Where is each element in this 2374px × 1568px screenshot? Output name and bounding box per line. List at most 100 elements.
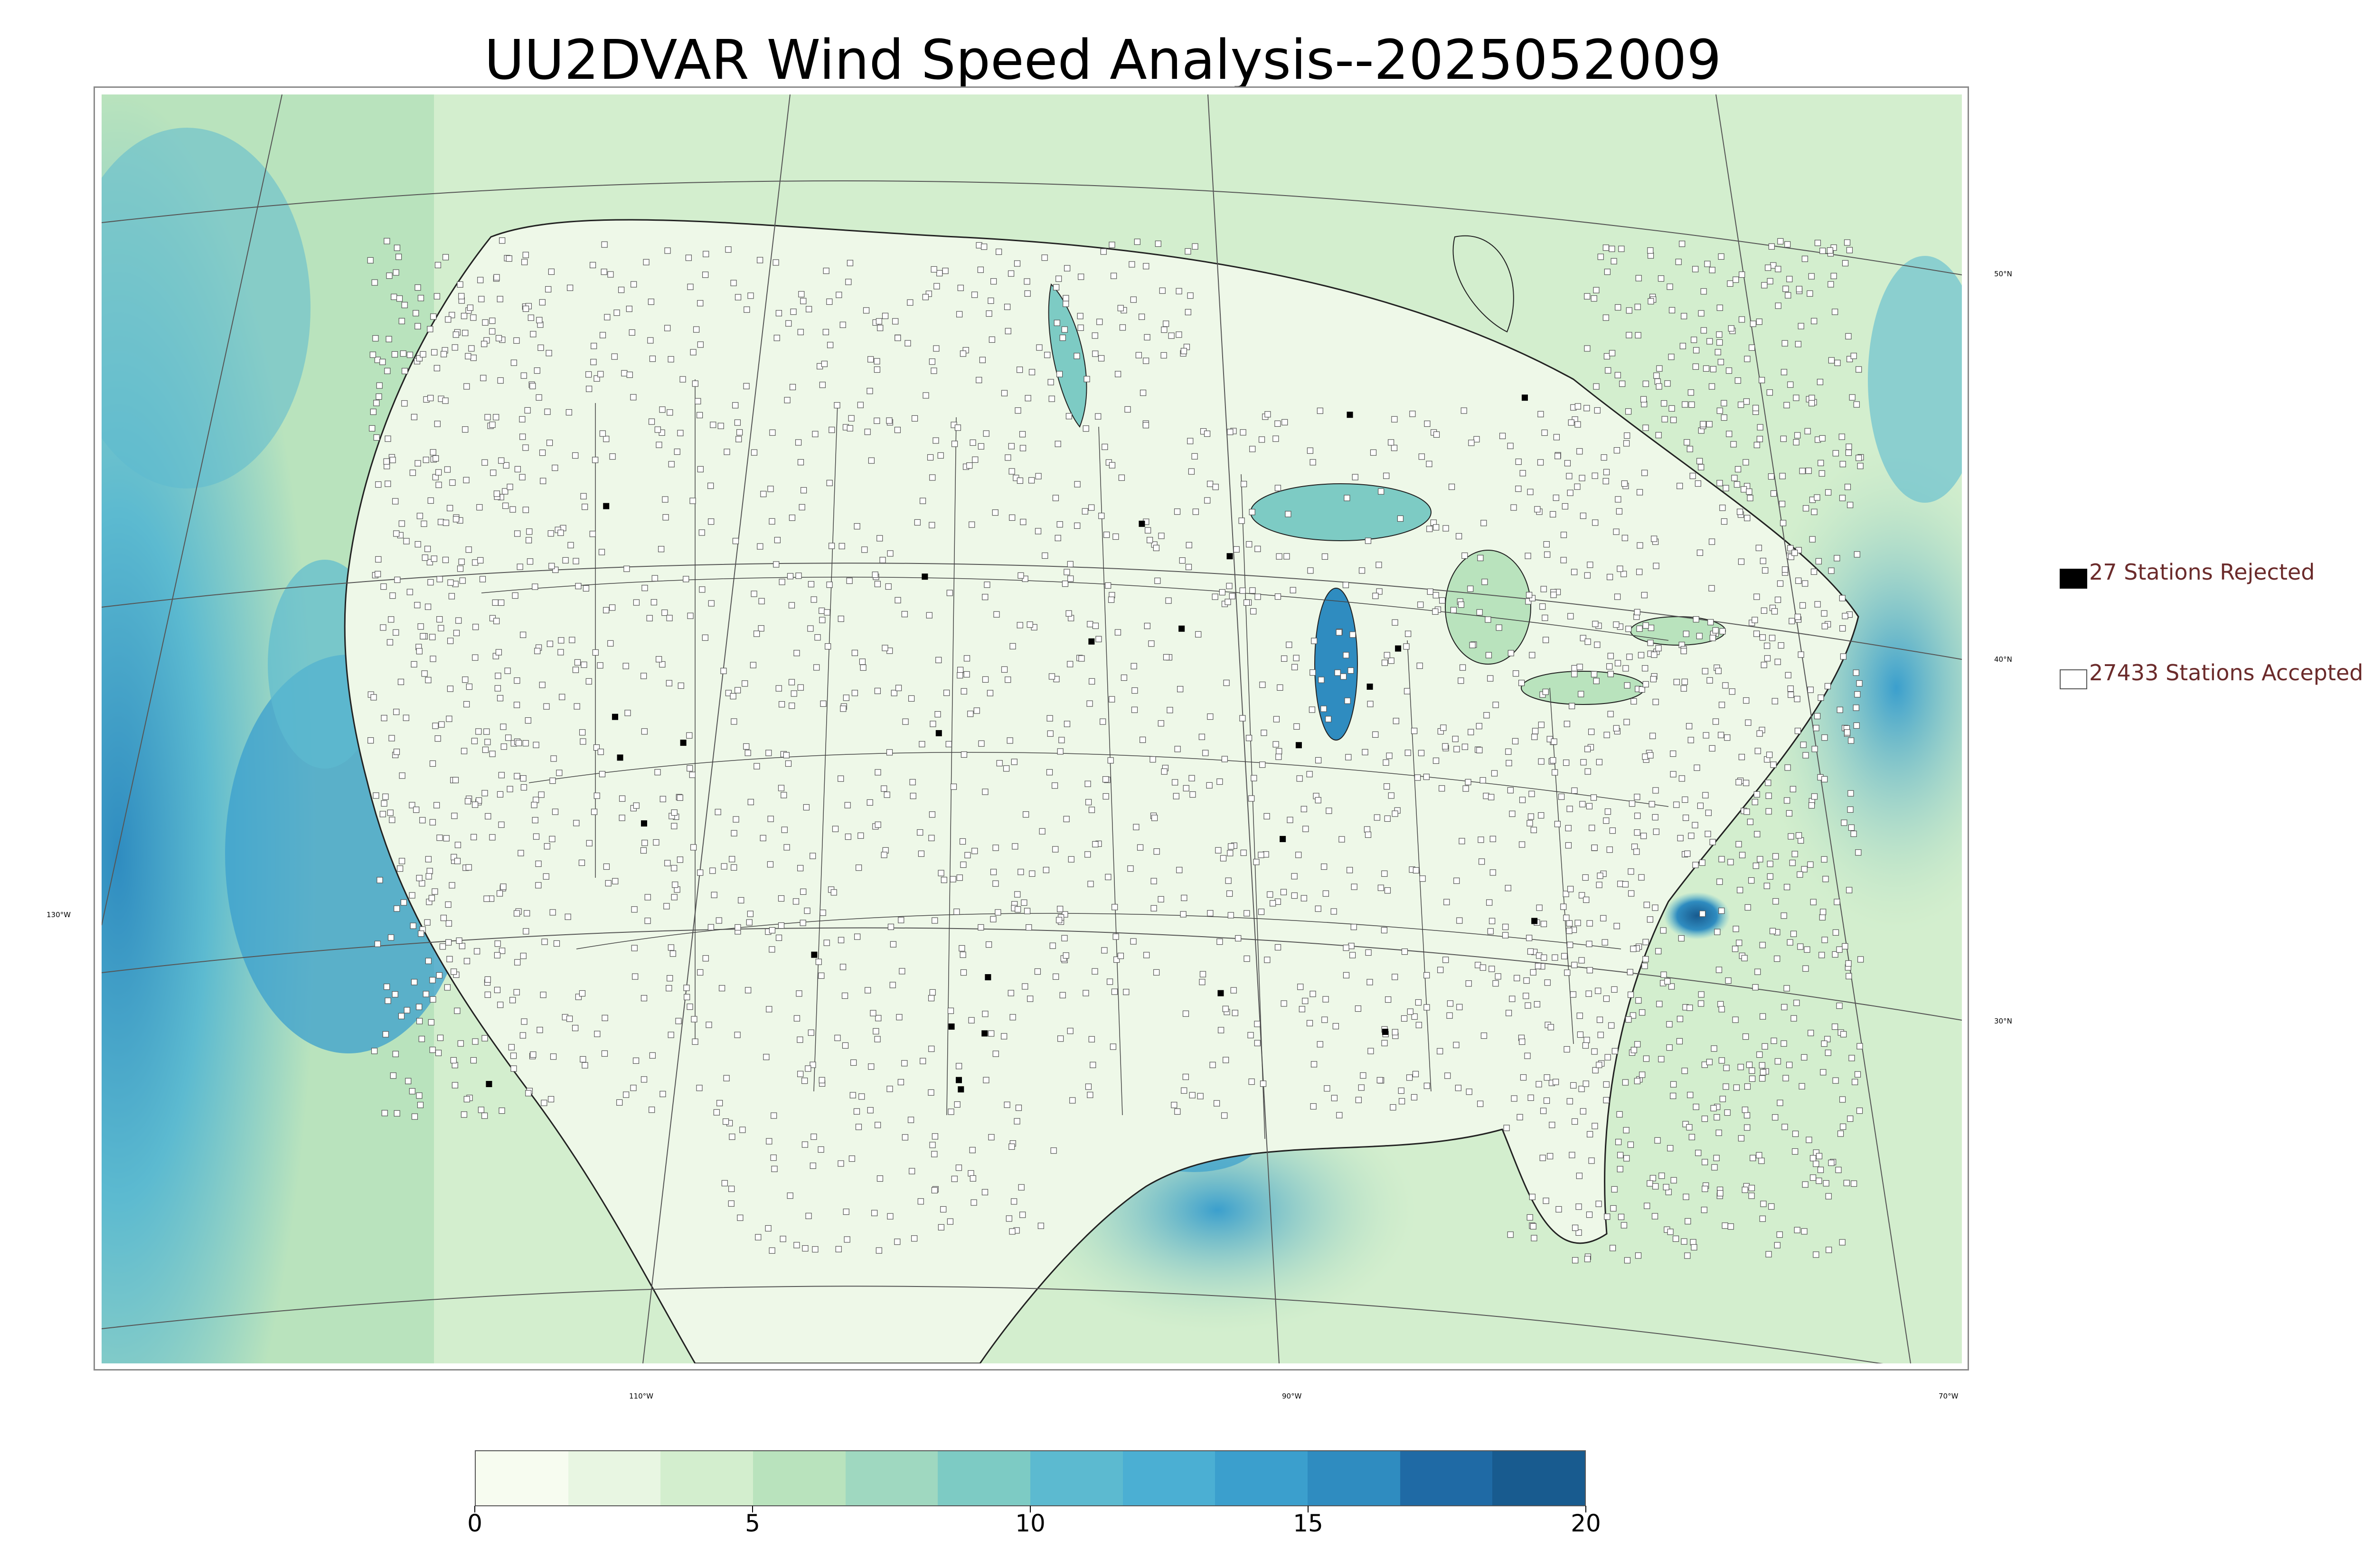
accepted-station-marker xyxy=(664,247,671,254)
accepted-station-marker xyxy=(372,335,379,342)
accepted-station-marker xyxy=(463,383,470,390)
accepted-station-marker xyxy=(1159,287,1166,294)
accepted-station-marker xyxy=(616,1099,623,1106)
accepted-station-marker xyxy=(489,834,496,841)
accepted-station-marker xyxy=(1180,347,1187,355)
accepted-station-marker xyxy=(1639,1071,1646,1078)
accepted-station-marker xyxy=(1142,422,1149,429)
accepted-station-marker xyxy=(1617,1166,1623,1173)
accepted-station-marker xyxy=(1453,877,1460,884)
accepted-station-marker xyxy=(1856,366,1862,373)
accepted-station-marker xyxy=(609,453,616,460)
accepted-station-marker xyxy=(767,816,774,822)
accepted-station-marker xyxy=(1124,406,1131,413)
accepted-station-marker xyxy=(1781,340,1788,347)
accepted-station-marker xyxy=(772,259,779,266)
accepted-station-marker xyxy=(1008,443,1015,450)
accepted-station-marker xyxy=(1225,599,1231,605)
accepted-station-marker xyxy=(601,1050,608,1057)
accepted-station-marker xyxy=(1795,832,1802,839)
accepted-station-marker xyxy=(1820,1069,1827,1076)
accepted-station-marker xyxy=(1542,614,1548,621)
accepted-station-marker xyxy=(1647,916,1653,923)
accepted-station-marker xyxy=(957,672,963,679)
accepted-station-marker xyxy=(1479,858,1485,865)
accepted-station-marker xyxy=(1567,886,1574,892)
accepted-station-marker xyxy=(1791,549,1798,556)
accepted-station-marker xyxy=(425,958,432,964)
accepted-station-marker xyxy=(716,1100,723,1107)
accepted-station-marker xyxy=(409,892,415,899)
accepted-station-marker xyxy=(520,784,527,791)
accepted-station-marker xyxy=(375,571,381,577)
accepted-station-marker xyxy=(963,655,970,662)
accepted-station-marker xyxy=(1789,860,1796,866)
accepted-station-marker xyxy=(1672,1235,1679,1242)
accepted-station-marker xyxy=(648,418,655,425)
accepted-station-marker xyxy=(1489,869,1496,876)
accepted-station-marker xyxy=(853,1108,860,1115)
accepted-station-marker xyxy=(1009,643,1016,649)
accepted-station-marker xyxy=(1603,995,1610,1002)
accepted-station-marker xyxy=(929,1142,936,1148)
accepted-station-marker xyxy=(851,690,858,696)
accepted-station-marker xyxy=(549,836,556,842)
accepted-station-marker xyxy=(840,705,847,712)
accepted-station-marker xyxy=(909,1168,915,1174)
accepted-station-marker xyxy=(803,804,810,811)
accepted-station-marker xyxy=(1117,952,1124,959)
accepted-station-marker xyxy=(957,667,964,673)
accepted-station-marker xyxy=(1565,842,1572,849)
accepted-station-marker xyxy=(1145,527,1151,534)
accepted-station-marker xyxy=(522,507,529,513)
accepted-station-marker xyxy=(1846,443,1852,450)
accepted-station-marker xyxy=(1780,1040,1787,1047)
accepted-station-marker xyxy=(1743,779,1750,786)
accepted-station-marker xyxy=(611,353,618,360)
accepted-station-marker xyxy=(1848,1055,1855,1061)
rejected-station-marker xyxy=(603,503,610,509)
accepted-station-marker xyxy=(929,989,936,996)
accepted-station-marker xyxy=(529,383,536,389)
accepted-station-marker xyxy=(1832,1077,1839,1084)
accepted-station-marker xyxy=(493,490,500,497)
accepted-station-marker xyxy=(1527,813,1535,820)
accepted-station-marker xyxy=(1584,345,1591,352)
accepted-station-marker xyxy=(1572,1224,1579,1231)
accepted-station-marker xyxy=(1760,1201,1767,1207)
accepted-station-marker xyxy=(1759,377,1765,384)
accepted-station-marker xyxy=(1235,935,1242,942)
accepted-station-marker xyxy=(381,800,387,807)
accepted-station-marker xyxy=(1730,441,1737,448)
accepted-station-marker xyxy=(1176,331,1182,338)
accepted-station-marker xyxy=(391,351,398,358)
accepted-station-marker xyxy=(785,760,792,767)
accepted-station-marker xyxy=(498,772,505,779)
accepted-station-marker xyxy=(599,430,606,437)
accepted-station-marker xyxy=(494,685,501,692)
accepted-station-marker xyxy=(443,835,450,842)
accepted-station-marker xyxy=(463,701,470,708)
accepted-station-marker xyxy=(1839,495,1846,501)
accepted-station-marker xyxy=(1564,460,1571,467)
latitude-label-50n: 50°N xyxy=(1994,270,2012,278)
accepted-station-marker xyxy=(872,572,878,578)
accepted-station-marker xyxy=(386,272,393,279)
accepted-station-marker xyxy=(1054,319,1060,326)
accepted-station-marker xyxy=(1315,757,1322,764)
accepted-station-marker xyxy=(1670,416,1677,423)
accepted-station-marker xyxy=(1067,575,1074,582)
accepted-station-marker xyxy=(393,530,400,537)
accepted-station-marker xyxy=(812,431,819,437)
accepted-station-marker xyxy=(418,1035,425,1042)
accepted-station-marker xyxy=(601,241,608,248)
accepted-station-marker xyxy=(800,888,807,895)
accepted-station-marker xyxy=(1825,1193,1832,1200)
accepted-station-marker xyxy=(457,281,463,288)
accepted-station-marker xyxy=(1622,665,1629,672)
accepted-station-marker xyxy=(1226,890,1233,897)
accepted-station-marker xyxy=(1281,419,1288,426)
accepted-station-marker xyxy=(549,909,556,916)
accepted-station-marker xyxy=(1130,938,1137,945)
accepted-station-marker xyxy=(1766,389,1773,396)
